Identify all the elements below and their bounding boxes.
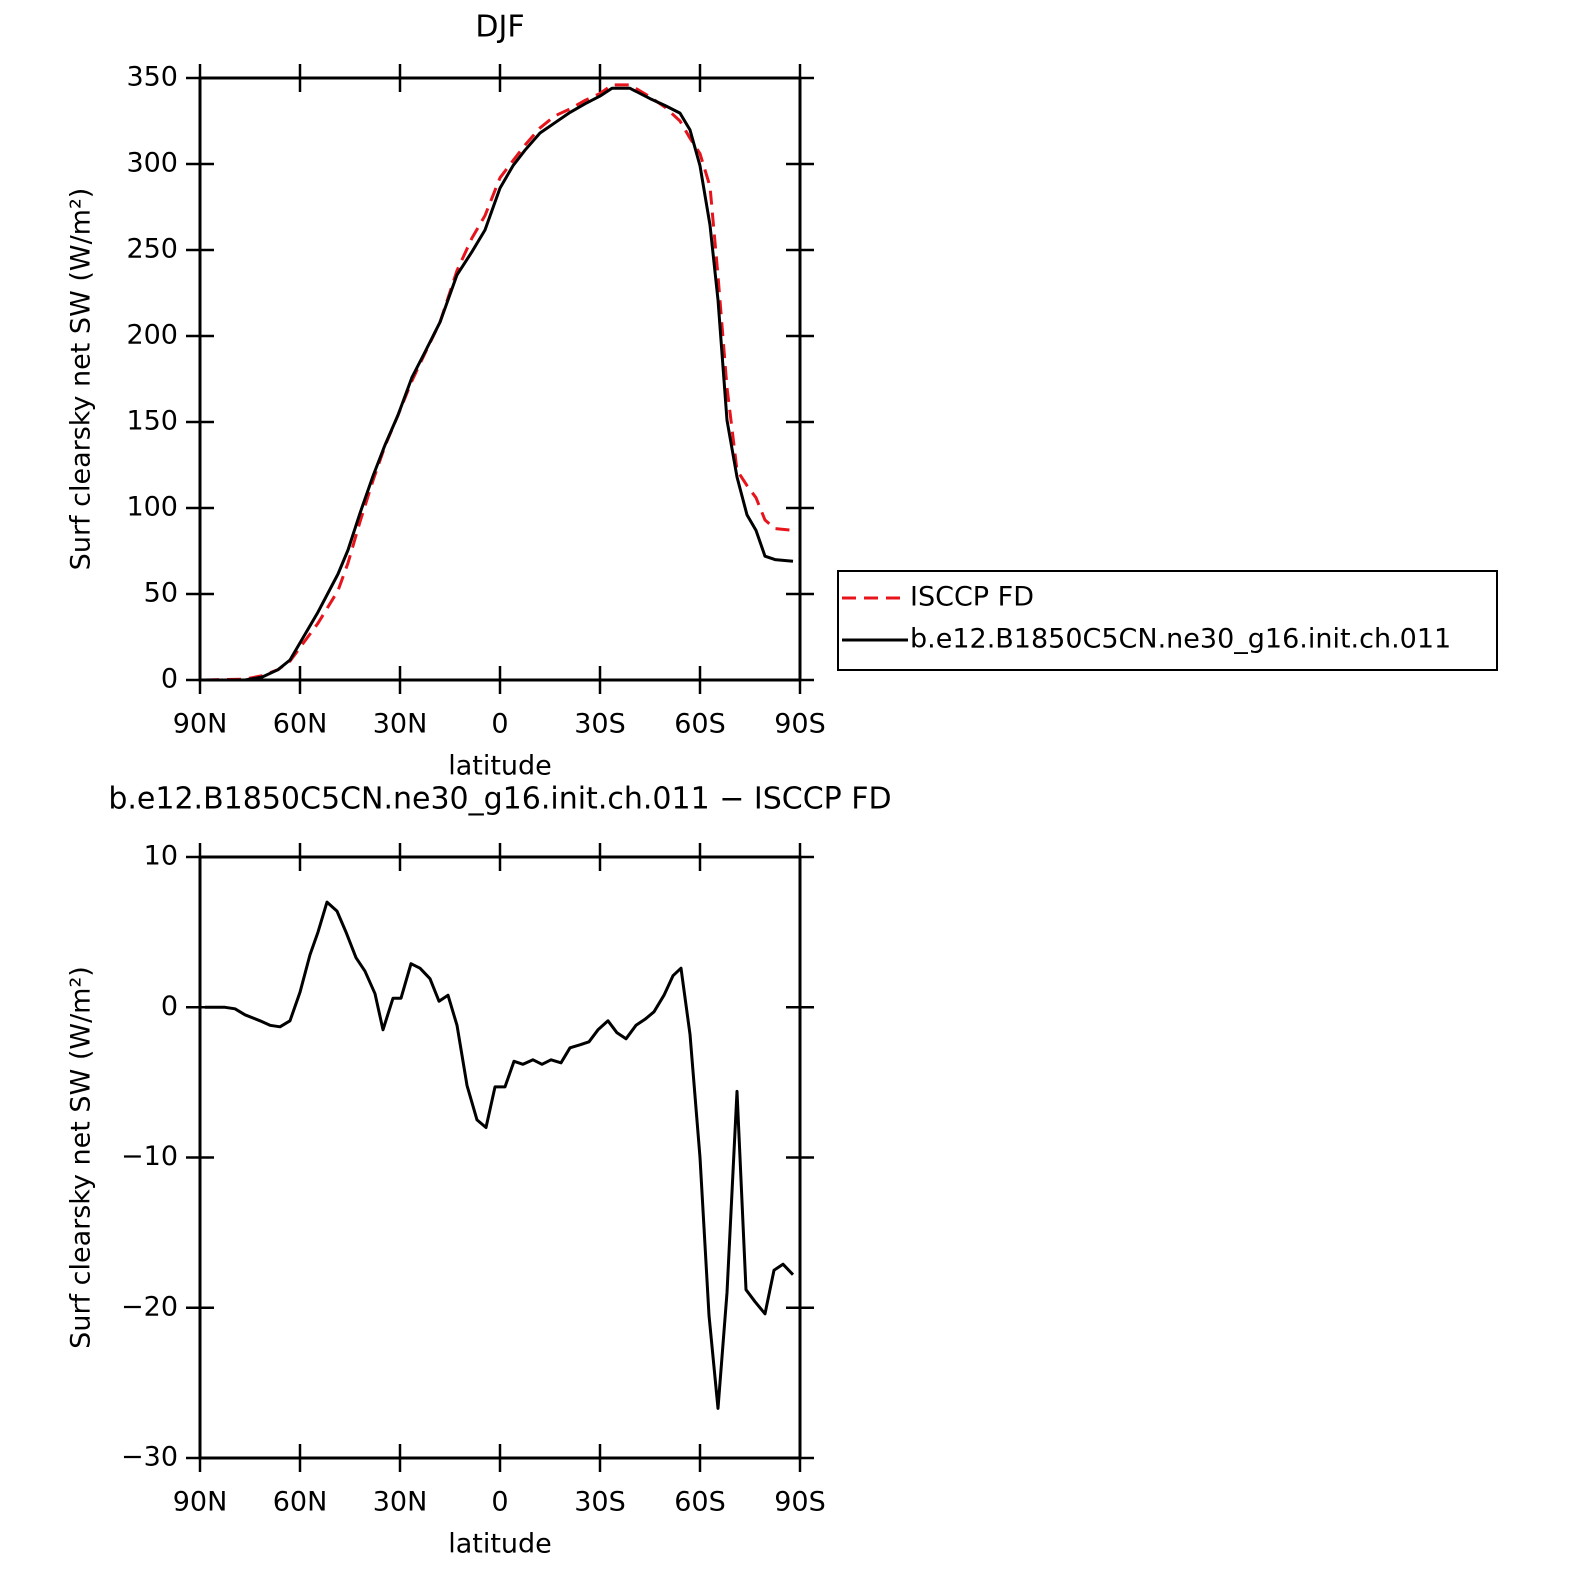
data-line	[205, 86, 794, 682]
x-axis-label: latitude	[448, 751, 552, 782]
x-tick-label: 30S	[574, 709, 626, 740]
x-tick-label: 30S	[574, 1487, 626, 1518]
x-tick-label: 0	[491, 1487, 508, 1518]
x-axis-label: latitude	[448, 1529, 552, 1560]
x-tick-label: 30N	[373, 1487, 428, 1518]
plot-frame	[198, 76, 802, 682]
legend: ISCCP FD b.e12.B1850C5CN.ne30_g16.init.ch…	[837, 570, 1498, 671]
legend-label: b.e12.B1850C5CN.ne30_g16.init.ch.011	[910, 624, 1451, 655]
x-tick-label: 60N	[273, 709, 328, 740]
x-tick-label: 30N	[373, 709, 428, 740]
data-line	[205, 900, 795, 1410]
data-line	[204, 83, 794, 682]
x-tick-label: 90N	[173, 1487, 228, 1518]
x-tick-label: 60S	[674, 709, 726, 740]
chart-title: b.e12.B1850C5CN.ne30_g16.init.ch.011 − I…	[108, 782, 891, 817]
y-tick-label: −10	[121, 1141, 178, 1172]
x-tick-label: 90N	[173, 709, 228, 740]
panel: b.e12.B1850C5CN.ne30_g16.init.ch.011 − I…	[66, 782, 892, 1560]
x-tick-label: 60S	[674, 1487, 726, 1518]
y-axis-label: Surf clearsky net SW (W/m²)	[66, 966, 97, 1349]
plot-frame	[198, 855, 802, 1460]
panel: DJF latitude Surf clearsky net SW (W/m²) 90…	[66, 10, 826, 782]
y-tick-label: 300	[126, 148, 178, 179]
legend-box	[837, 570, 1498, 671]
legend-label: ISCCP FD	[910, 582, 1034, 613]
y-tick-label: −30	[121, 1442, 178, 1473]
y-tick-label: 200	[126, 320, 178, 351]
y-tick-label: 350	[126, 62, 178, 93]
x-tick-label: 60N	[273, 1487, 328, 1518]
x-tick-label: 90S	[774, 709, 826, 740]
y-tick-label: 0	[161, 664, 178, 695]
chart-title: DJF	[475, 10, 524, 45]
y-tick-label: 50	[144, 578, 178, 609]
y-tick-label: 150	[126, 406, 178, 437]
y-axis-label: Surf clearsky net SW (W/m²)	[66, 188, 97, 571]
y-tick-label: 100	[126, 492, 178, 523]
y-tick-label: 0	[161, 991, 178, 1022]
x-tick-label: 0	[491, 709, 508, 740]
y-tick-label: 250	[126, 234, 178, 265]
x-tick-label: 90S	[774, 1487, 826, 1518]
y-tick-label: 10	[144, 841, 178, 872]
y-tick-label: −20	[121, 1291, 178, 1322]
